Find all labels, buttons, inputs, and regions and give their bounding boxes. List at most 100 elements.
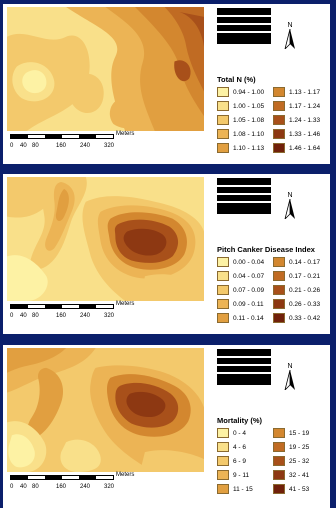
legend-label: 0.26 - 0.33 — [289, 300, 321, 308]
legend-item: 0.21 - 0.26 — [273, 284, 320, 296]
legend-swatch — [273, 129, 285, 139]
legend-item: 0.17 - 0.21 — [273, 270, 320, 282]
legend-swatch — [273, 87, 285, 97]
legend-label: 0.04 - 0.07 — [233, 272, 265, 280]
north-arrow: N — [281, 363, 299, 393]
legend-item: 0 - 4 — [217, 427, 246, 439]
scale-bar-graphic — [10, 304, 114, 309]
legend-item: 0.33 - 0.42 — [273, 312, 320, 324]
legend-swatch — [217, 484, 229, 494]
scale-tick: 320 — [104, 313, 115, 319]
legend-label: 0.11 - 0.14 — [233, 314, 264, 322]
legend-item: 0.04 - 0.07 — [217, 270, 264, 282]
scale-bar-graphic — [10, 134, 114, 139]
legend-swatch — [273, 484, 285, 494]
scale-tick: 80 — [32, 143, 39, 149]
legend-item: 1.17 - 1.24 — [273, 100, 320, 112]
north-letter: N — [287, 192, 293, 199]
legend-title: Total N (%) — [217, 75, 256, 84]
legend-item: 4 - 6 — [217, 441, 246, 453]
map-logo-block — [217, 8, 271, 44]
choropleth-map-mortality — [7, 348, 204, 472]
legend-swatch — [217, 271, 229, 281]
legend-swatch — [217, 115, 229, 125]
legend-swatch — [217, 470, 229, 480]
legend-label: 1.08 - 1.10 — [233, 130, 265, 138]
scale-tick: 160 — [56, 143, 67, 149]
north-arrow-icon — [284, 369, 295, 392]
legend-swatch — [273, 143, 285, 153]
legend-label: 0 - 4 — [233, 429, 247, 437]
map-panel-total-n: Meters 0 40 80 160 240 320 N Total N (%)… — [3, 4, 330, 164]
choropleth-map-pitch-canker — [7, 177, 204, 301]
legend-item: 41 - 53 — [273, 483, 309, 495]
legend-item: 1.05 - 1.08 — [217, 114, 264, 126]
legend-swatch — [217, 299, 229, 309]
scale-tick: 160 — [56, 484, 67, 490]
north-arrow: N — [281, 22, 299, 52]
north-arrow: N — [281, 192, 299, 222]
scale-tick: 320 — [104, 484, 115, 490]
legend-swatch — [217, 101, 229, 111]
legend-label: 41 - 53 — [289, 485, 310, 493]
north-arrow-icon — [284, 198, 295, 221]
legend-label: 1.24 - 1.33 — [289, 116, 321, 124]
legend-item: 32 - 41 — [273, 469, 309, 481]
choropleth-map-total-n — [7, 7, 204, 131]
scale-tick: 320 — [104, 143, 115, 149]
legend-item: 0.09 - 0.11 — [217, 298, 264, 310]
legend-swatch — [273, 456, 285, 466]
legend-label: 9 - 11 — [233, 471, 250, 479]
legend-swatch — [273, 101, 285, 111]
legend-label: 15 - 19 — [289, 429, 310, 437]
legend-item: 0.14 - 0.17 — [273, 256, 320, 268]
north-letter: N — [287, 22, 293, 29]
legend-swatch — [217, 257, 229, 267]
legend-swatch — [273, 313, 285, 323]
legend-label: 6 - 9 — [233, 457, 247, 465]
scale-tick: 0 — [10, 484, 14, 490]
north-letter: N — [287, 363, 293, 370]
legend-item: 9 - 11 — [217, 469, 249, 481]
legend-item: 0.00 - 0.04 — [217, 256, 264, 268]
legend-swatch — [273, 442, 285, 452]
scale-tick: 240 — [80, 484, 91, 490]
legend-label: 1.13 - 1.17 — [289, 88, 321, 96]
legend-swatch — [273, 115, 285, 125]
legend-item: 0.11 - 0.14 — [217, 312, 264, 324]
legend-item: 0.94 - 1.00 — [217, 86, 264, 98]
scale-tick: 160 — [56, 313, 67, 319]
legend-item: 11 - 15 — [217, 483, 253, 495]
legend-swatch — [217, 442, 229, 452]
scale-tick: 240 — [80, 143, 91, 149]
scale-tick: 0 — [10, 313, 14, 319]
north-arrow-icon — [284, 28, 295, 51]
legend-label: 1.00 - 1.05 — [233, 102, 265, 110]
legend-item: 1.00 - 1.05 — [217, 100, 264, 112]
legend-label: 0.00 - 0.04 — [233, 258, 265, 266]
legend-swatch — [217, 129, 229, 139]
legend-item: 1.10 - 1.13 — [217, 142, 264, 154]
legend-item: 1.08 - 1.10 — [217, 128, 264, 140]
legend-label: 0.17 - 0.21 — [289, 272, 321, 280]
legend-label: 1.05 - 1.08 — [233, 116, 265, 124]
scale-bar: Meters 0 40 80 160 240 320 — [10, 472, 150, 499]
scale-unit: Meters — [116, 301, 135, 307]
legend-title: Mortality (%) — [217, 416, 262, 425]
legend-swatch — [273, 285, 285, 295]
legend-item: 1.33 - 1.46 — [273, 128, 320, 140]
legend-swatch — [273, 470, 285, 480]
legend-label: 0.14 - 0.17 — [289, 258, 321, 266]
legend-swatch — [273, 428, 285, 438]
legend-item: 6 - 9 — [217, 455, 246, 467]
legend-swatch — [217, 313, 229, 323]
scale-tick: 40 — [20, 313, 27, 319]
legend-item: 1.46 - 1.64 — [273, 142, 320, 154]
scale-tick: 240 — [80, 313, 91, 319]
legend-item: 0.07 - 0.09 — [217, 284, 264, 296]
legend-item: 15 - 19 — [273, 427, 309, 439]
legend-item: 0.26 - 0.33 — [273, 298, 320, 310]
scale-bar: Meters 0 40 80 160 240 320 — [10, 131, 150, 158]
legend-swatch — [273, 257, 285, 267]
scale-tick: 40 — [20, 143, 27, 149]
